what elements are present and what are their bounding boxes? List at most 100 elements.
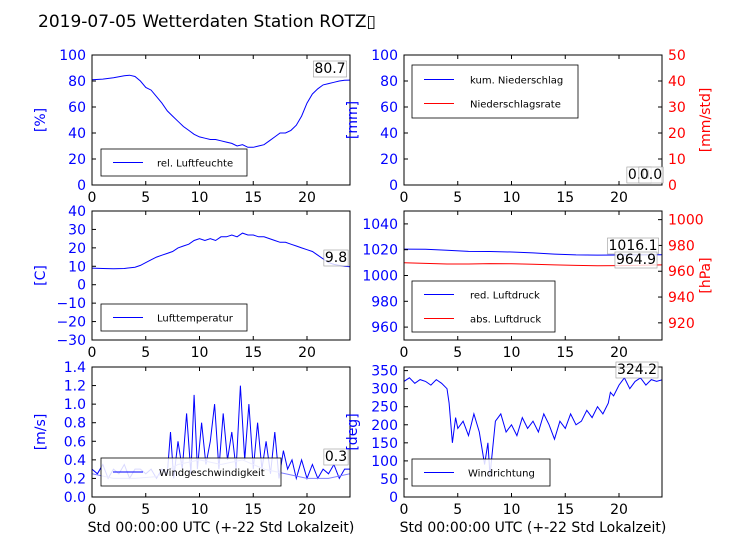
temperature-plot-frame — [91, 210, 351, 341]
winddirection-series-0 — [404, 376, 662, 476]
windspeed-xlabel: Std 00:00:00 UTC (+-22 Std Lokalzeit) — [88, 520, 355, 536]
windspeed-ytick: 0.6 — [64, 434, 86, 450]
pressure-xtick: 15 — [556, 345, 574, 361]
temperature-ytick: 10 — [68, 259, 86, 275]
windspeed-ylabel: [m/s] — [33, 414, 49, 451]
pressure-y2tick: 920 — [668, 316, 695, 332]
temperature-ytick: −10 — [56, 296, 86, 312]
pressure-ytick: 1000 — [362, 269, 398, 285]
winddirection-legend-label: Windrichtung — [468, 469, 535, 480]
windspeed-ytick: 0.4 — [64, 453, 86, 469]
winddirection-ytick: 100 — [371, 454, 398, 470]
windspeed-ytick: 1.0 — [64, 397, 86, 413]
precipitation-xtick: 10 — [503, 190, 521, 206]
precipitation-y2label: [mm/std] — [698, 88, 714, 153]
precipitation-ytick: 0 — [389, 178, 398, 194]
temperature-ytick: 40 — [68, 204, 86, 220]
winddirection-xtick: 10 — [503, 502, 521, 518]
precipitation-legend-label: kum. Niederschlag — [470, 76, 563, 87]
winddirection-ylabel: [deg] — [345, 413, 361, 450]
temperature-ytick: −30 — [56, 333, 86, 349]
temperature-legend-label: Lufttemperatur — [157, 314, 234, 325]
precipitation-xtick: 15 — [556, 190, 574, 206]
windspeed-ytick: 1.2 — [64, 379, 86, 395]
pressure-last-value: 1016.1 — [609, 238, 658, 254]
humidity-ytick: 100 — [59, 48, 86, 64]
pressure-xtick: 10 — [503, 345, 521, 361]
humidity-xtick: 0 — [88, 190, 97, 206]
winddirection-ytick: 150 — [371, 436, 398, 452]
pressure-legend-label: abs. Luftdruck — [470, 315, 541, 326]
precipitation-ytick: 80 — [380, 74, 398, 90]
windspeed-xtick: 0 — [88, 502, 97, 518]
precipitation-ytick: 20 — [380, 152, 398, 168]
precipitation-y2tick: 30 — [668, 100, 686, 116]
precipitation-xtick: 0 — [400, 190, 409, 206]
humidity-xtick: 5 — [141, 190, 150, 206]
windspeed-ytick: 0.0 — [64, 490, 86, 506]
precipitation-xtick: 5 — [453, 190, 462, 206]
windspeed-xtick: 10 — [191, 502, 209, 518]
precipitation-ylabel: [mm] — [345, 101, 361, 139]
winddirection-plot-frame — [403, 366, 663, 498]
humidity-legend-label: rel. Luftfeuchte — [157, 159, 233, 170]
pressure-legend-label: red. Luftdruck — [470, 291, 540, 302]
pressure-y2tick: 960 — [668, 264, 695, 280]
temperature-last-value: 9.8 — [325, 250, 347, 266]
pressure-last-value: 964.9 — [616, 252, 656, 268]
pressure-ytick: 1020 — [362, 243, 398, 259]
temperature-ytick: 20 — [68, 241, 86, 257]
humidity-ytick: 60 — [68, 100, 86, 116]
temperature-series-0 — [92, 232, 350, 270]
temperature-ytick: 0 — [77, 278, 86, 294]
humidity-xtick: 10 — [191, 190, 209, 206]
windspeed-ytick: 0.8 — [64, 416, 86, 432]
winddirection-ytick: 200 — [371, 418, 398, 434]
humidity-ytick: 40 — [68, 126, 86, 142]
humidity-ytick: 80 — [68, 74, 86, 90]
winddirection-xtick: 20 — [610, 502, 628, 518]
pressure-xtick: 0 — [400, 345, 409, 361]
windspeed-legend-label: Windgeschwindigkeit — [159, 468, 265, 479]
winddirection-ytick: 350 — [371, 364, 398, 380]
humidity-ytick: 0 — [77, 178, 86, 194]
winddirection-ytick: 250 — [371, 400, 398, 416]
winddirection-xtick: 15 — [556, 502, 574, 518]
windspeed-xtick: 20 — [298, 502, 316, 518]
winddirection-xtick: 5 — [453, 502, 462, 518]
pressure-xtick: 5 — [453, 345, 462, 361]
pressure-y2tick: 980 — [668, 238, 695, 254]
pressure-ytick: 980 — [371, 294, 398, 310]
winddirection-ytick: 300 — [371, 382, 398, 398]
precipitation-y2tick: 50 — [668, 48, 686, 64]
precipitation-plot-frame — [403, 54, 663, 186]
winddirection-xlabel: Std 00:00:00 UTC (+-22 Std Lokalzeit) — [400, 520, 667, 536]
precipitation-y2tick: 20 — [668, 126, 686, 142]
precipitation-ytick: 60 — [380, 100, 398, 116]
temperature-ytick: 30 — [68, 222, 86, 238]
humidity-last-value: 80.7 — [314, 61, 345, 77]
figure-title: 2019-07-05 Wetterdaten Station ROTZ▯ — [38, 12, 376, 32]
temperature-ytick: −20 — [56, 315, 86, 331]
humidity-series-0 — [92, 74, 350, 148]
pressure-y2label: [hPa] — [698, 257, 714, 293]
humidity-ytick: 20 — [68, 152, 86, 168]
temperature-xtick: 0 — [88, 345, 97, 361]
windspeed-ytick: 1.4 — [64, 360, 86, 376]
pressure-ytick: 960 — [371, 320, 398, 336]
windspeed-ytick: 0.2 — [64, 471, 86, 487]
pressure-y2tick: 1000 — [668, 213, 704, 229]
precipitation-ytick: 100 — [371, 48, 398, 64]
winddirection-last-value: 324.2 — [617, 362, 657, 378]
pressure-legend — [411, 280, 556, 333]
precipitation-y2tick: 0 — [668, 178, 677, 194]
humidity-xtick: 15 — [244, 190, 262, 206]
windspeed-xtick: 5 — [141, 502, 150, 518]
winddirection-ytick: 50 — [380, 472, 398, 488]
precipitation-xtick: 20 — [610, 190, 628, 206]
temperature-xtick: 20 — [298, 345, 316, 361]
winddirection-xtick: 0 — [400, 502, 409, 518]
temperature-xtick: 5 — [141, 345, 150, 361]
